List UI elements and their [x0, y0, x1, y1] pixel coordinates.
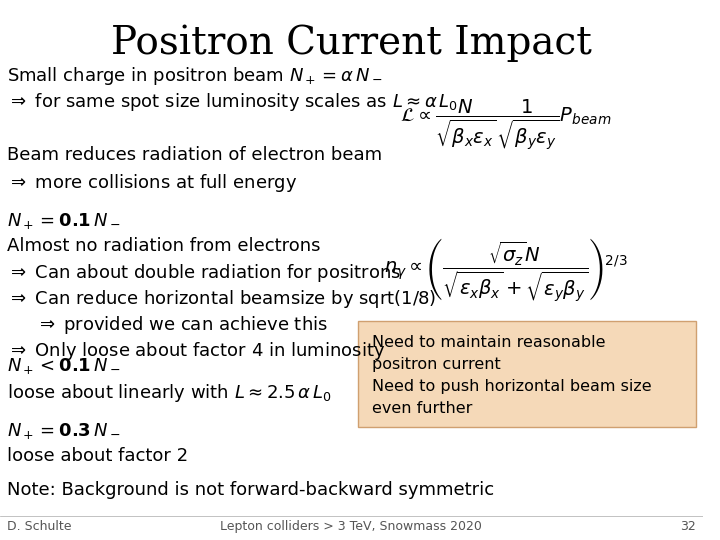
- Text: loose about linearly with $L \approx 2.5\, \alpha\, L_0$: loose about linearly with $L \approx 2.5…: [7, 382, 332, 404]
- Text: $\Rightarrow$ Can about double radiation for positrons: $\Rightarrow$ Can about double radiation…: [7, 262, 401, 285]
- Text: Note: Background is not forward-backward symmetric: Note: Background is not forward-backward…: [7, 481, 494, 498]
- Text: Need to maintain reasonable
positron current
Need to push horizontal beam size
e: Need to maintain reasonable positron cur…: [372, 335, 652, 416]
- Text: Small charge in positron beam $N_+ = \alpha\, N_-$: Small charge in positron beam $N_+ = \al…: [7, 65, 382, 87]
- Text: $N_+ < \mathbf{0.1}\, N_-$: $N_+ < \mathbf{0.1}\, N_-$: [7, 356, 120, 376]
- Text: $\Rightarrow$ more collisions at full energy: $\Rightarrow$ more collisions at full en…: [7, 172, 297, 194]
- Text: $\Rightarrow$ Can reduce horizontal beamsize by sqrt(1/8): $\Rightarrow$ Can reduce horizontal beam…: [7, 288, 436, 310]
- Text: Lepton colliders > 3 TeV, Snowmass 2020: Lepton colliders > 3 TeV, Snowmass 2020: [220, 520, 482, 533]
- Text: $n_\gamma \propto \left( \dfrac{\sqrt{\sigma_z} N}{\sqrt{\epsilon_x \beta_x} + \: $n_\gamma \propto \left( \dfrac{\sqrt{\s…: [384, 236, 628, 304]
- Text: $\Rightarrow$ provided we can achieve this: $\Rightarrow$ provided we can achieve th…: [7, 314, 328, 336]
- Text: Almost no radiation from electrons: Almost no radiation from electrons: [7, 237, 320, 254]
- Text: $\mathcal{L} \propto \dfrac{N}{\sqrt{\beta_x \epsilon_x}} \dfrac{1}{\sqrt{\beta_: $\mathcal{L} \propto \dfrac{N}{\sqrt{\be…: [400, 97, 611, 152]
- Text: $N_+ = \mathbf{0.3}\, N_-$: $N_+ = \mathbf{0.3}\, N_-$: [7, 421, 120, 441]
- Text: Positron Current Impact: Positron Current Impact: [111, 24, 592, 62]
- Text: $\Rightarrow$ for same spot size luminosity scales as $L \approx \alpha\, L_0$: $\Rightarrow$ for same spot size luminos…: [7, 91, 458, 113]
- Text: $N_+ = \mathbf{0.1}\, N_-$: $N_+ = \mathbf{0.1}\, N_-$: [7, 211, 120, 231]
- Text: Beam reduces radiation of electron beam: Beam reduces radiation of electron beam: [7, 146, 382, 164]
- Text: loose about factor 2: loose about factor 2: [7, 447, 188, 465]
- Text: $\Rightarrow$ Only loose about factor 4 in luminosity: $\Rightarrow$ Only loose about factor 4 …: [7, 340, 385, 362]
- FancyBboxPatch shape: [359, 321, 696, 427]
- Text: D. Schulte: D. Schulte: [7, 520, 71, 533]
- Text: 32: 32: [680, 520, 696, 533]
